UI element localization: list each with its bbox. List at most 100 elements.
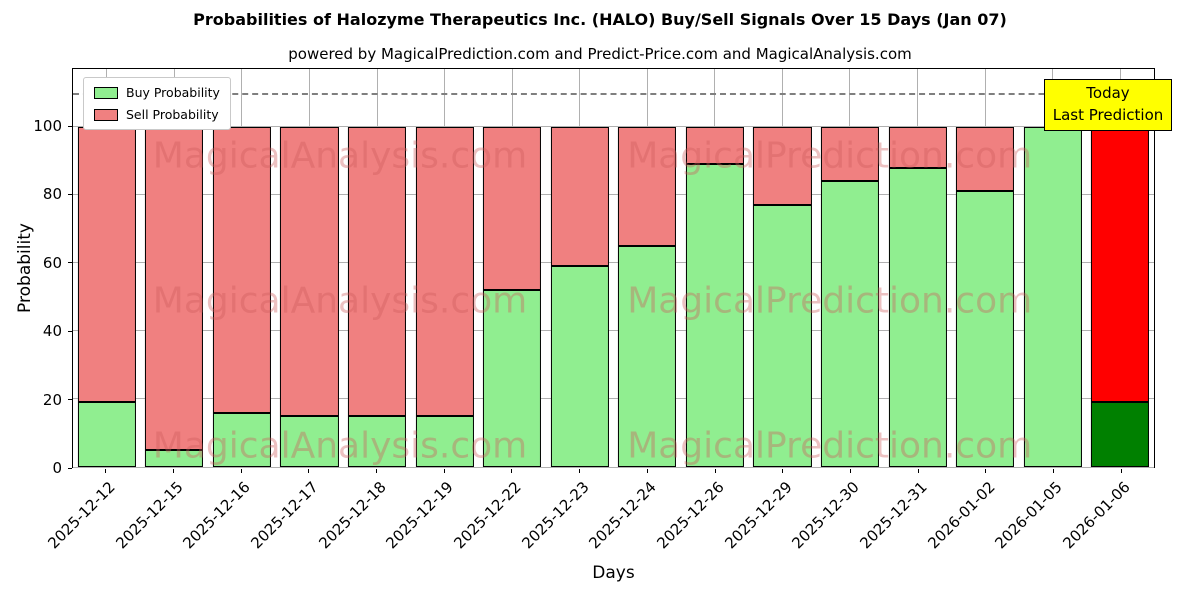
y-tick [68, 193, 72, 195]
x-tick [917, 469, 919, 473]
y-tick-label: 0 [52, 459, 62, 477]
bar-2025-12-17 [280, 126, 339, 467]
buy-segment [685, 164, 744, 467]
bar-2025-12-22 [483, 126, 542, 467]
legend-sell-label: Sell Probability [126, 107, 219, 122]
sell-segment [618, 126, 677, 246]
bar-2026-01-06 [1091, 126, 1150, 467]
sell-segment [888, 126, 947, 168]
x-tick-label: 2025-12-17 [247, 478, 322, 553]
x-tick [240, 469, 242, 473]
sell-segment [212, 126, 271, 413]
y-tick-label: 40 [42, 322, 62, 341]
bar-2025-12-12 [77, 126, 136, 467]
x-tick-label: 2025-12-16 [179, 478, 254, 553]
chart-title: Probabilities of Halozyme Therapeutics I… [193, 10, 1007, 29]
y-gridline [73, 398, 1154, 400]
y-tick [68, 330, 72, 332]
x-tick [173, 469, 175, 473]
y-gridline [73, 194, 1154, 196]
sell-color-swatch [94, 108, 118, 121]
legend: Buy Probability Sell Probability [83, 77, 231, 130]
buy-segment [888, 167, 947, 467]
buy-segment [415, 415, 474, 467]
x-tick-label: 2025-12-12 [44, 478, 119, 553]
bar-2025-12-31 [888, 126, 947, 467]
y-tick [68, 467, 72, 469]
sell-segment [956, 126, 1015, 192]
bar-2025-12-23 [550, 126, 609, 467]
x-tick-label: 2025-12-31 [856, 478, 931, 553]
legend-item-buy: Buy Probability [94, 85, 220, 100]
buy-segment [618, 245, 677, 467]
x-tick-label: 2026-01-05 [991, 478, 1067, 553]
bar-2025-12-30 [820, 126, 880, 467]
sell-segment [685, 126, 744, 165]
bar-2025-12-19 [415, 126, 474, 467]
buy-segment [1023, 126, 1082, 467]
buy-segment [820, 181, 880, 467]
x-tick-label: 2025-12-15 [111, 478, 187, 553]
x-axis-tick-labels: 2025-12-12 2025-12-15 2025-12-16 2025-12-17… [44, 476, 1155, 556]
bar-2026-01-02 [956, 126, 1015, 467]
bar-2025-12-29 [753, 126, 812, 467]
y-gridline [73, 466, 1154, 468]
x-tick-label: 2025-12-26 [653, 478, 728, 553]
x-axis-ticks [72, 469, 1155, 475]
sell-segment [483, 126, 542, 291]
buy-segment [77, 402, 136, 467]
sell-segment [550, 126, 609, 267]
y-gridline [73, 126, 1154, 128]
bar-2025-12-16 [212, 126, 271, 467]
buy-segment [956, 191, 1015, 467]
sell-segment [77, 126, 136, 403]
sell-segment [145, 126, 204, 450]
x-tick-label: 2025-12-24 [585, 478, 661, 553]
x-tick [443, 469, 445, 473]
buy-segment [1091, 402, 1150, 467]
x-tick [782, 469, 784, 473]
x-tick [849, 469, 851, 473]
y-gridline [73, 262, 1154, 264]
buy-segment [347, 415, 407, 467]
today-annotation-line2: Last Prediction [1052, 105, 1164, 124]
legend-buy-label: Buy Probability [126, 85, 220, 100]
x-tick-label: 2025-12-22 [450, 478, 525, 553]
bar-2026-01-05 [1023, 126, 1082, 467]
legend-item-sell: Sell Probability [94, 107, 220, 122]
bar-2025-12-15 [145, 126, 204, 467]
y-tick [68, 262, 72, 264]
x-tick-label: 2026-01-02 [924, 478, 999, 553]
bar-2025-12-24 [618, 126, 677, 467]
y-tick [68, 399, 72, 401]
x-tick [376, 469, 378, 473]
bar-2025-12-18 [347, 126, 407, 467]
y-tick-label: 80 [42, 185, 62, 204]
sell-segment [753, 126, 812, 206]
plot-area: Buy Probability Sell Probability Today L… [72, 68, 1172, 468]
x-tick [105, 469, 107, 473]
buy-segment [145, 449, 204, 467]
x-tick-label: 2025-12-23 [518, 478, 593, 553]
today-annotation-line1: Today [1086, 84, 1130, 102]
x-tick [1052, 469, 1054, 473]
x-tick [714, 469, 716, 473]
sell-segment [415, 126, 474, 416]
x-tick [511, 469, 513, 473]
x-tick [646, 469, 648, 473]
x-tick [579, 469, 581, 473]
buy-segment [483, 290, 542, 467]
y-tick [68, 125, 72, 127]
y-tick-label: 20 [42, 390, 62, 409]
x-tick-label: 2025-12-18 [314, 478, 390, 553]
x-tick-label: 2025-12-19 [382, 478, 458, 553]
threshold-dashed-line [73, 92, 1154, 95]
y-axis-ticks: 0 20 40 60 80 100 [0, 68, 72, 477]
today-annotation: Today Last Prediction [1044, 79, 1172, 131]
chart-subtitle: powered by MagicalPrediction.com and Pre… [288, 45, 912, 63]
buy-segment [550, 266, 609, 467]
sell-segment [820, 126, 880, 182]
buy-segment [753, 205, 812, 467]
x-tick [985, 469, 987, 473]
x-axis-label: Days [592, 563, 635, 583]
